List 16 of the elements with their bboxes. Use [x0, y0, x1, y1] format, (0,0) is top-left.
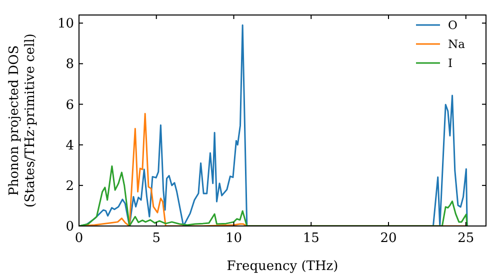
y-tick-label: 8 — [66, 57, 74, 72]
legend-label: O — [448, 18, 458, 32]
y-tick-label: 2 — [66, 178, 74, 194]
x-tick-label: 15 — [302, 231, 320, 246]
y-axis-title: Phonon projected DOS (States/THz·primitive cell) — [7, 33, 38, 208]
x-tick-label: 5 — [152, 231, 161, 246]
x-tick-label: 20 — [380, 231, 397, 246]
y-tick-label: 10 — [57, 16, 74, 32]
x-axis-title: Frequency (THz) — [226, 259, 338, 274]
y-tick-label: 0 — [66, 220, 74, 235]
x-tick-label: 10 — [225, 231, 242, 246]
x-tick-label: 25 — [458, 231, 474, 246]
y-tick-label: 6 — [66, 98, 74, 113]
legend-label: I — [448, 56, 453, 70]
legend-label: Na — [448, 37, 466, 52]
y-tick-label: 4 — [66, 138, 74, 154]
